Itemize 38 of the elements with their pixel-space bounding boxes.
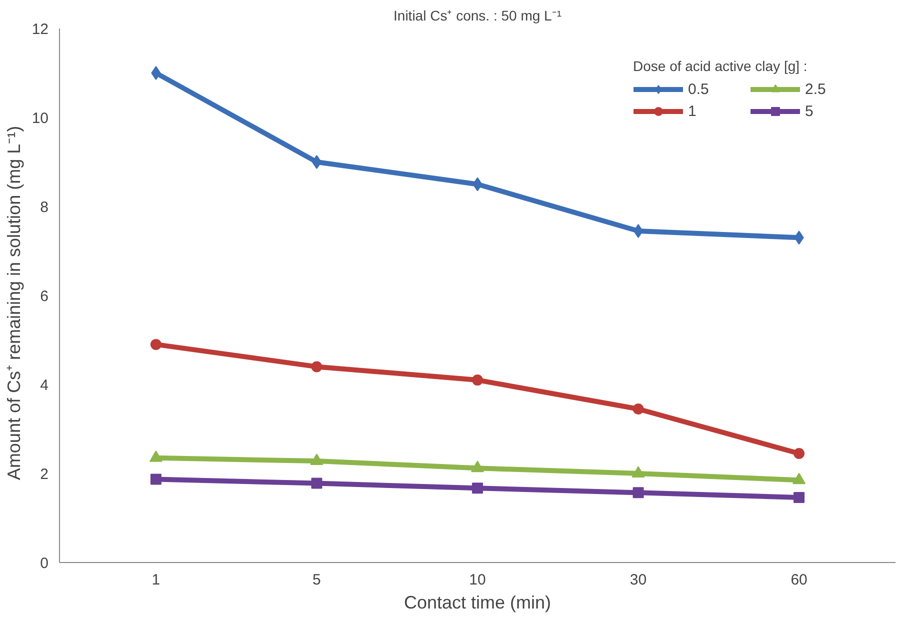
legend-label: 0.5 [688,80,710,98]
point [792,472,806,484]
point [632,403,644,414]
point [471,460,484,472]
y-axis-title: Amount of Cs⁺ remaining in solution (mg L⁻¹) [4,126,24,480]
x-tick-label: 5 [312,572,321,588]
point [794,492,805,504]
point [633,224,644,238]
y-tick-label: 12 [32,21,49,38]
point [632,466,645,478]
y-tick-label: 2 [40,466,48,483]
legend-label: 2.5 [805,80,827,98]
point [149,450,162,462]
x-tick-label: 60 [790,572,808,588]
legend-label: 1 [688,102,698,120]
point [472,482,483,494]
point [310,454,324,466]
point [311,361,322,372]
point [150,474,162,485]
legend-label: 5 [805,102,814,120]
point [150,338,162,350]
point [312,155,322,169]
y-tick-label: 6 [40,288,48,305]
point [632,487,644,498]
y-tick-label: 4 [40,377,48,394]
point [794,448,805,459]
x-tick-label: 1 [152,572,160,588]
point [151,66,161,80]
point [472,374,483,386]
y-tick-label: 10 [32,110,49,127]
x-tick-label: 30 [630,572,647,588]
point [311,478,322,489]
legend-title: Dose of acid active clay [g] : [633,58,808,74]
y-tick-label: 0 [40,555,48,572]
x-tick-label: 10 [469,572,486,588]
y-tick-label: 8 [40,199,48,216]
x-axis-title: Contact time (min) [404,592,552,612]
text: Initial Cs⁺ cons. : 50 mg L⁻¹ [394,8,562,24]
